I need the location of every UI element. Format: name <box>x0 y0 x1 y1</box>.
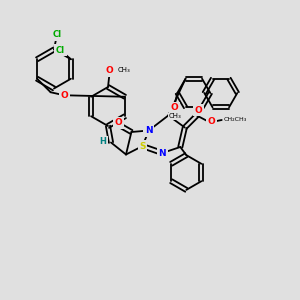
Text: O: O <box>207 117 215 126</box>
Text: N: N <box>158 148 166 158</box>
Text: O: O <box>194 106 202 115</box>
Text: CH₂CH₃: CH₂CH₃ <box>223 118 247 122</box>
Text: O: O <box>170 103 178 112</box>
Text: CH₃: CH₃ <box>118 68 131 74</box>
Text: N: N <box>145 126 153 135</box>
Text: Cl: Cl <box>52 30 62 39</box>
Text: CH₃: CH₃ <box>169 113 182 119</box>
Text: N: N <box>145 126 153 135</box>
Text: Cl: Cl <box>56 46 65 55</box>
Text: O: O <box>106 66 113 75</box>
Text: S: S <box>139 142 146 151</box>
Text: O: O <box>60 91 68 100</box>
Text: O: O <box>115 118 122 127</box>
Text: H: H <box>99 137 106 146</box>
